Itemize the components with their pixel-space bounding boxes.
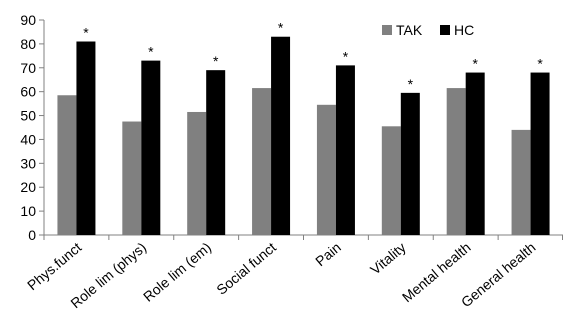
significance-marker: * [83,25,89,41]
y-tick-label: 20 [20,179,36,195]
legend-swatch-hc [440,25,450,35]
bar-tak [316,104,336,235]
significance-marker: * [343,48,349,64]
bar-hc [76,41,96,235]
bar-tak [57,95,77,235]
significance-marker: * [278,20,284,36]
y-tick-label: 10 [20,203,36,219]
bar-tak [511,129,531,235]
legend-label-hc: HC [454,22,474,38]
bar-hc [141,60,161,235]
y-tick-label: 70 [20,60,36,76]
y-tick-label: 60 [20,84,36,100]
significance-marker: * [408,76,414,92]
legend-label-tak: TAK [396,22,423,38]
bar-hc [400,92,420,235]
bar-hc [271,36,291,235]
x-category-label: Vitality [367,239,409,278]
significance-marker: * [213,53,219,69]
bar-hc [206,70,226,236]
significance-marker: * [537,56,543,72]
x-category-label: Pain [312,239,344,269]
y-tick-label: 40 [20,131,36,147]
chart-legend: TAK HC [382,22,474,38]
significance-marker: * [148,44,154,60]
bar-hc [465,72,485,235]
legend-swatch-tak [382,25,392,35]
x-category-label: Social funct [213,239,279,298]
y-tick-label: 30 [20,155,36,171]
chart-axes: 0 10 20 30 40 50 60 70 80 90 [20,12,563,243]
y-tick-label: 50 [20,108,36,124]
y-tick-label: 80 [20,36,36,52]
x-category-label: Role lim (em) [140,239,214,305]
bar-tak [446,88,466,235]
x-category-label: Phys.funct [24,239,84,293]
bar-hc [530,72,550,235]
y-tick-label: 90 [20,12,36,28]
bar-tak [122,121,142,235]
significance-marker: * [472,56,478,72]
bar-tak [252,88,272,235]
bar-hc [335,65,355,235]
bar-tak [187,111,207,235]
chart-bars [57,36,550,236]
y-tick-label: 0 [28,227,36,243]
bar-tak [381,126,401,235]
